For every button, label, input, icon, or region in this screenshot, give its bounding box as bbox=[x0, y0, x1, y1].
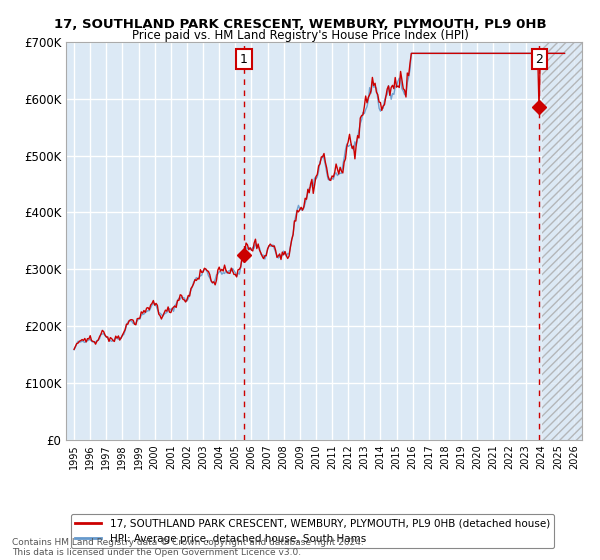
Bar bbox=[542, 42, 582, 440]
Text: 1: 1 bbox=[240, 53, 248, 66]
Text: 17, SOUTHLAND PARK CRESCENT, WEMBURY, PLYMOUTH, PL9 0HB: 17, SOUTHLAND PARK CRESCENT, WEMBURY, PL… bbox=[53, 18, 547, 31]
Text: Price paid vs. HM Land Registry's House Price Index (HPI): Price paid vs. HM Land Registry's House … bbox=[131, 29, 469, 42]
Text: Contains HM Land Registry data © Crown copyright and database right 2024.
This d: Contains HM Land Registry data © Crown c… bbox=[12, 538, 364, 557]
Text: 2: 2 bbox=[535, 53, 544, 66]
Legend: 17, SOUTHLAND PARK CRESCENT, WEMBURY, PLYMOUTH, PL9 0HB (detached house), HPI: A: 17, SOUTHLAND PARK CRESCENT, WEMBURY, PL… bbox=[71, 515, 554, 548]
